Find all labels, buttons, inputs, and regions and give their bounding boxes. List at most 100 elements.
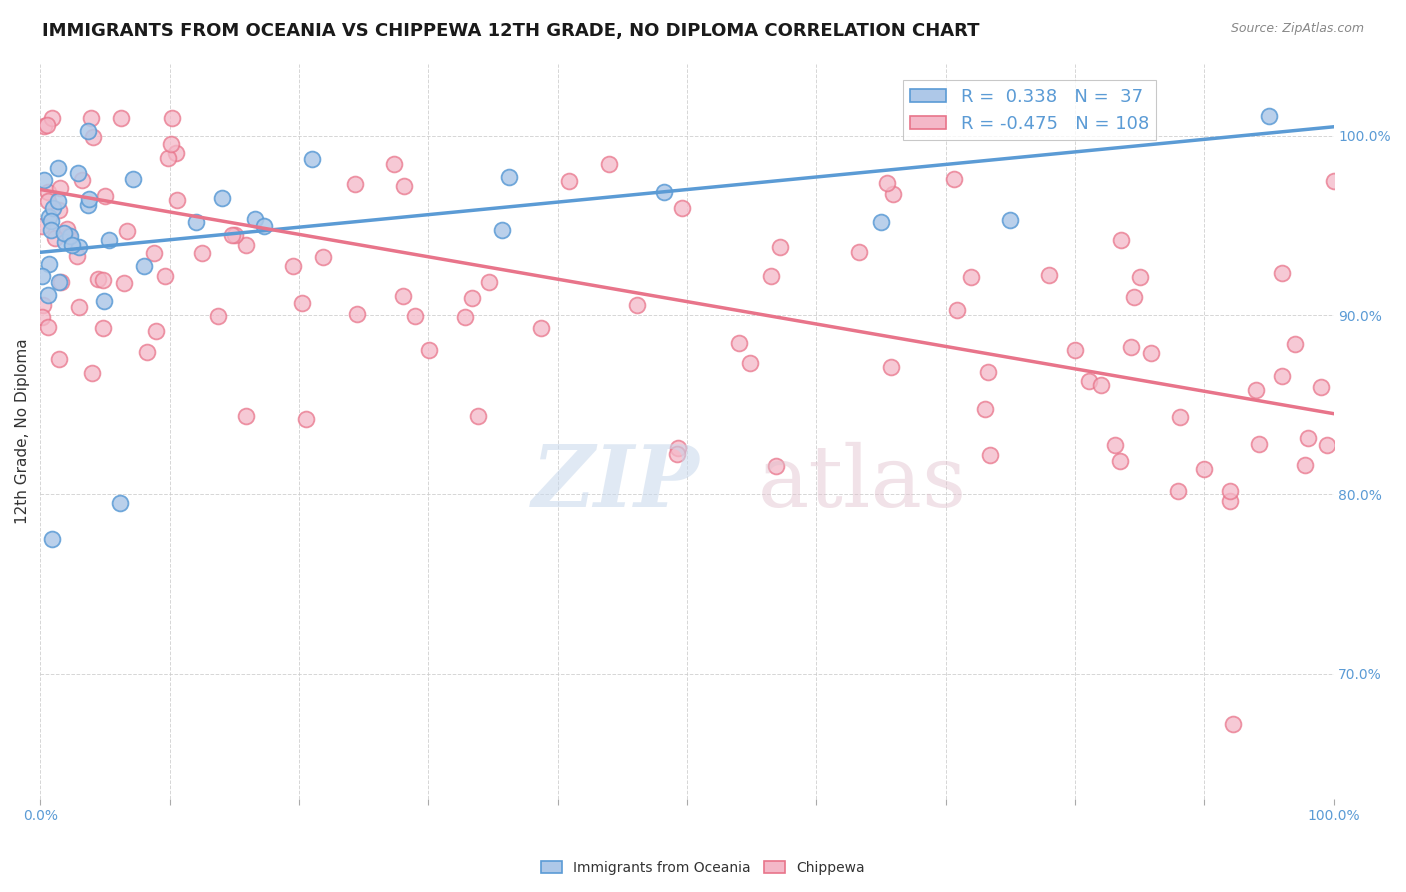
Point bbox=[31, 310, 53, 324]
Point bbox=[32, 119, 55, 133]
Point bbox=[153, 269, 176, 284]
Legend: R =  0.338   N =  37, R = -0.475   N = 108: R = 0.338 N = 37, R = -0.475 N = 108 bbox=[903, 80, 1156, 140]
Point bbox=[1219, 484, 1241, 499]
Point bbox=[665, 447, 688, 461]
Point bbox=[159, 136, 181, 151]
Point bbox=[97, 233, 120, 247]
Point bbox=[1077, 374, 1099, 388]
Point bbox=[1140, 346, 1163, 360]
Point bbox=[769, 240, 792, 254]
Point bbox=[960, 269, 983, 284]
Point bbox=[1309, 380, 1331, 394]
Point bbox=[48, 275, 70, 289]
Point bbox=[626, 297, 648, 311]
Point bbox=[1038, 268, 1060, 283]
Point bbox=[38, 210, 60, 224]
Point bbox=[79, 192, 101, 206]
Point bbox=[82, 129, 104, 144]
Point bbox=[136, 345, 159, 359]
Point bbox=[942, 172, 965, 186]
Point bbox=[498, 170, 520, 185]
Point bbox=[157, 151, 180, 165]
Point bbox=[652, 186, 675, 200]
Legend: Immigrants from Oceania, Chippewa: Immigrants from Oceania, Chippewa bbox=[536, 855, 870, 880]
Point bbox=[211, 191, 233, 205]
Point bbox=[66, 249, 89, 263]
Point bbox=[48, 202, 70, 217]
Point bbox=[76, 124, 98, 138]
Point bbox=[235, 409, 257, 423]
Point bbox=[979, 448, 1001, 462]
Point bbox=[1219, 493, 1241, 508]
Point bbox=[346, 307, 368, 321]
Point bbox=[87, 272, 110, 286]
Point bbox=[37, 186, 59, 200]
Point bbox=[1284, 337, 1306, 351]
Point bbox=[79, 111, 101, 125]
Point bbox=[32, 298, 55, 312]
Point bbox=[1222, 717, 1244, 731]
Point bbox=[56, 221, 79, 235]
Point bbox=[454, 310, 477, 325]
Point bbox=[37, 194, 59, 208]
Point bbox=[31, 269, 53, 284]
Point bbox=[41, 111, 63, 125]
Point bbox=[49, 181, 72, 195]
Point bbox=[245, 212, 267, 227]
Point bbox=[91, 273, 114, 287]
Point bbox=[870, 215, 893, 229]
Point bbox=[394, 179, 416, 194]
Point bbox=[32, 172, 55, 186]
Point bbox=[1109, 454, 1132, 468]
Point bbox=[56, 228, 79, 243]
Point bbox=[69, 300, 91, 314]
Point bbox=[1064, 343, 1087, 358]
Point bbox=[53, 226, 76, 240]
Point bbox=[1296, 431, 1319, 445]
Point bbox=[557, 174, 579, 188]
Point bbox=[184, 214, 207, 228]
Point bbox=[1122, 290, 1144, 304]
Point bbox=[66, 166, 89, 180]
Point bbox=[91, 321, 114, 335]
Point bbox=[224, 228, 246, 243]
Point bbox=[418, 343, 440, 357]
Point bbox=[207, 310, 229, 324]
Point bbox=[1167, 484, 1189, 499]
Point bbox=[1192, 462, 1215, 476]
Point bbox=[110, 111, 132, 125]
Point bbox=[880, 359, 903, 374]
Point bbox=[876, 176, 898, 190]
Point bbox=[166, 193, 188, 207]
Point bbox=[115, 225, 138, 239]
Y-axis label: 12th Grade, No Diploma: 12th Grade, No Diploma bbox=[15, 339, 30, 524]
Point bbox=[467, 409, 489, 424]
Point bbox=[39, 222, 62, 236]
Point bbox=[67, 240, 90, 254]
Point bbox=[39, 214, 62, 228]
Point bbox=[404, 309, 426, 323]
Point bbox=[70, 173, 93, 187]
Point bbox=[165, 146, 187, 161]
Point bbox=[51, 275, 73, 289]
Point bbox=[145, 325, 167, 339]
Point bbox=[1271, 266, 1294, 280]
Point bbox=[1244, 384, 1267, 398]
Point bbox=[1271, 369, 1294, 384]
Point bbox=[598, 157, 620, 171]
Point bbox=[1119, 340, 1142, 354]
Point bbox=[160, 111, 183, 125]
Point bbox=[666, 441, 689, 455]
Point bbox=[253, 219, 276, 234]
Point bbox=[31, 219, 53, 233]
Point bbox=[37, 288, 59, 302]
Point bbox=[391, 289, 413, 303]
Point bbox=[461, 291, 484, 305]
Point bbox=[344, 177, 367, 191]
Point bbox=[382, 157, 405, 171]
Point bbox=[1104, 438, 1126, 452]
Point bbox=[82, 366, 104, 380]
Point bbox=[882, 186, 904, 201]
Point bbox=[48, 351, 70, 366]
Point bbox=[1090, 377, 1112, 392]
